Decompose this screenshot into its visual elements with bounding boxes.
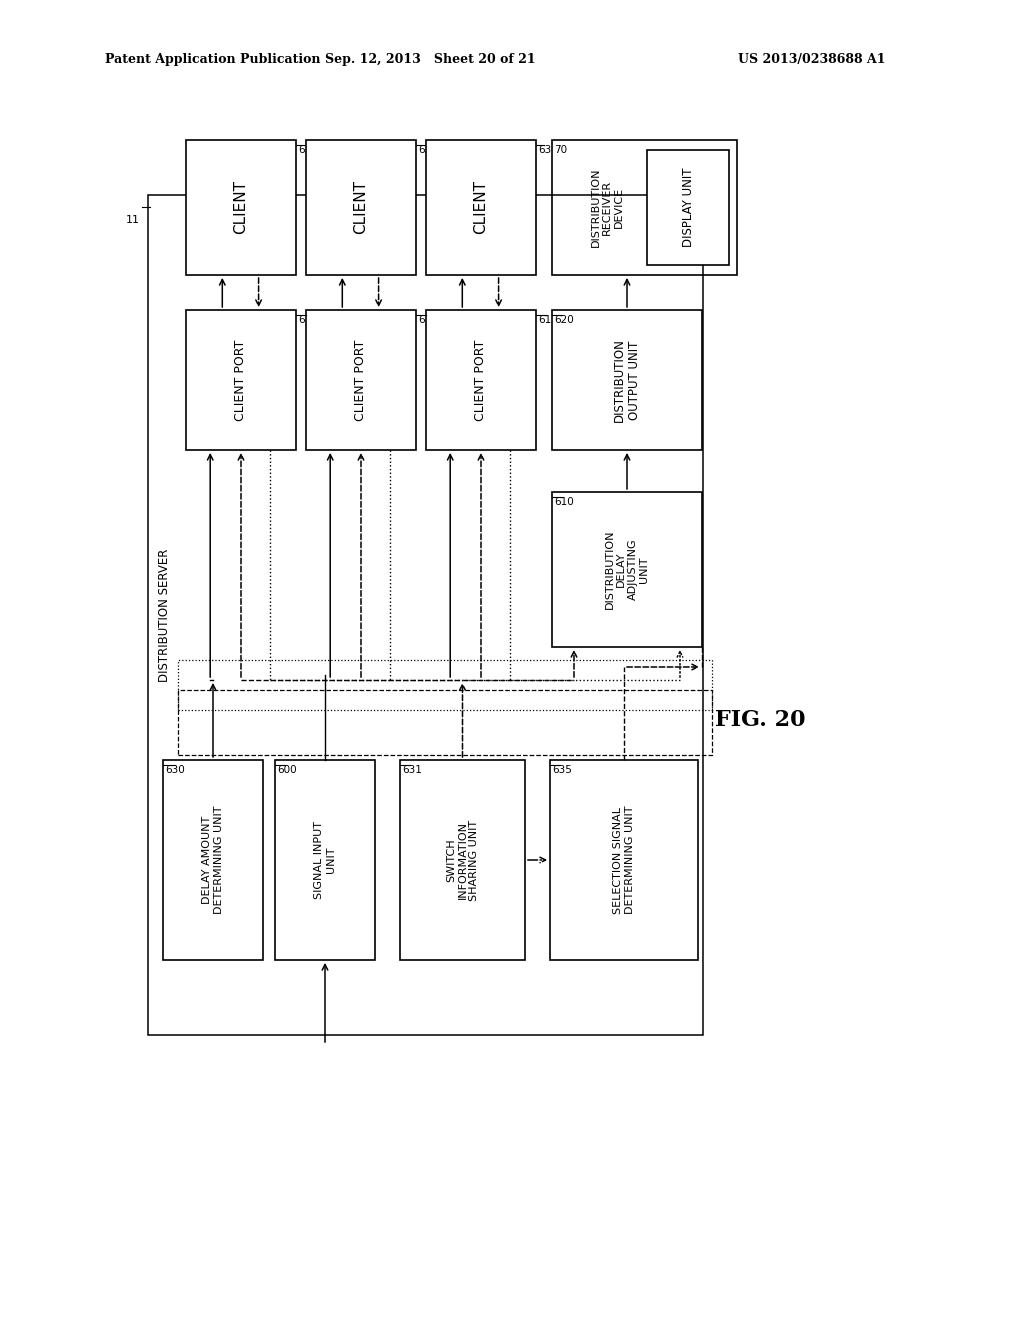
Bar xyxy=(178,660,712,710)
Text: 600: 600 xyxy=(278,766,297,775)
Bar xyxy=(275,760,375,960)
Text: FIG. 20: FIG. 20 xyxy=(715,709,805,731)
Text: 62: 62 xyxy=(418,145,431,154)
Bar xyxy=(552,310,702,450)
Text: CLIENT PORT: CLIENT PORT xyxy=(474,339,487,421)
Text: 635: 635 xyxy=(552,766,571,775)
Text: DISTRIBUTION SERVER: DISTRIBUTION SERVER xyxy=(158,548,171,681)
Text: DISTRIBUTION
RECEIVER
DEVICE: DISTRIBUTION RECEIVER DEVICE xyxy=(591,168,624,247)
Text: 631: 631 xyxy=(402,766,422,775)
Text: DELAY AMOUNT
DETERMINING UNIT: DELAY AMOUNT DETERMINING UNIT xyxy=(202,805,224,915)
Text: SIGNAL INPUT
UNIT: SIGNAL INPUT UNIT xyxy=(314,821,336,899)
Bar xyxy=(178,690,712,755)
Bar xyxy=(148,195,703,1035)
Bar xyxy=(163,760,263,960)
Text: 11: 11 xyxy=(126,215,140,224)
Text: CLIENT: CLIENT xyxy=(353,181,369,235)
Bar xyxy=(186,140,296,275)
Text: CLIENT: CLIENT xyxy=(233,181,249,235)
Text: CLIENT: CLIENT xyxy=(473,181,488,235)
Text: DISPLAY UNIT: DISPLAY UNIT xyxy=(682,168,694,247)
Text: 611: 611 xyxy=(298,315,317,325)
Bar xyxy=(426,140,536,275)
Text: 612: 612 xyxy=(418,315,438,325)
Bar xyxy=(400,760,525,960)
Text: 70: 70 xyxy=(554,145,567,154)
Text: DISTRIBUTION
OUTPUT UNIT: DISTRIBUTION OUTPUT UNIT xyxy=(613,338,641,422)
Text: 620: 620 xyxy=(554,315,573,325)
Text: SWITCH
INFORMATION
SHARING UNIT: SWITCH INFORMATION SHARING UNIT xyxy=(445,820,479,900)
Text: US 2013/0238688 A1: US 2013/0238688 A1 xyxy=(738,54,886,66)
Text: 613: 613 xyxy=(538,315,558,325)
Bar xyxy=(306,310,416,450)
Bar xyxy=(552,492,702,647)
Bar xyxy=(426,310,536,450)
Bar xyxy=(552,140,737,275)
Bar xyxy=(186,310,296,450)
Bar xyxy=(550,760,698,960)
Bar xyxy=(647,150,729,265)
Text: Sep. 12, 2013   Sheet 20 of 21: Sep. 12, 2013 Sheet 20 of 21 xyxy=(325,54,536,66)
Text: CLIENT PORT: CLIENT PORT xyxy=(354,339,368,421)
Text: 630: 630 xyxy=(165,766,184,775)
Text: 61: 61 xyxy=(298,145,311,154)
Text: Patent Application Publication: Patent Application Publication xyxy=(105,54,321,66)
Text: SELECTION SIGNAL
DETERMINING UNIT: SELECTION SIGNAL DETERMINING UNIT xyxy=(613,805,635,915)
Text: 610: 610 xyxy=(554,498,573,507)
Text: CLIENT PORT: CLIENT PORT xyxy=(234,339,248,421)
Text: 63: 63 xyxy=(538,145,551,154)
Text: DISTRIBUTION
DELAY
ADJUSTING
UNIT: DISTRIBUTION DELAY ADJUSTING UNIT xyxy=(604,529,649,610)
Bar xyxy=(306,140,416,275)
